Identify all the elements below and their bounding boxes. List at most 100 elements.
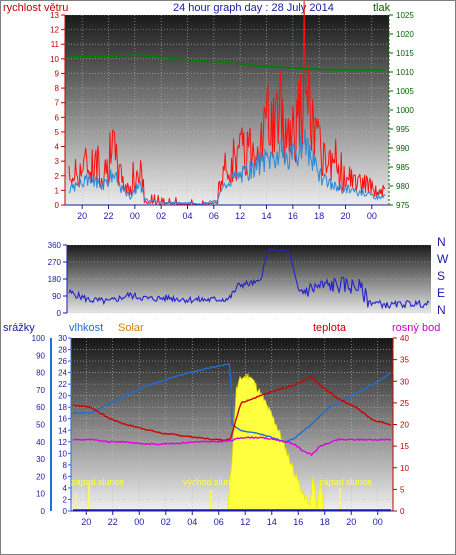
solar-axis-title: Solar: [118, 322, 144, 334]
x-tick-label: 04: [187, 517, 197, 527]
srazky-tick-label: 30: [36, 455, 45, 464]
teplota-tick-label: 5: [400, 485, 405, 494]
vlhkost-tick-label: 18: [58, 403, 67, 412]
wind-speed-tick-label: 1: [55, 186, 60, 195]
wind-speed-tick-label: 12: [50, 26, 59, 35]
rosny-bod-axis-title: rosný bod: [392, 322, 440, 334]
x-tick-label: 04: [182, 211, 192, 221]
x-tick-label: 12: [235, 211, 245, 221]
srazky-tick-label: 90: [36, 351, 45, 360]
sunset-annotation-1: západ slunce: [71, 477, 124, 487]
teplota-tick-label: 30: [400, 377, 409, 386]
x-tick-label: 06: [209, 211, 219, 221]
vlhkost-tick-label: 0: [63, 507, 68, 516]
pressure-tick-label: 1005: [396, 87, 414, 96]
vlhkost-tick-label: 22: [58, 380, 67, 389]
sunset-annotation-2: západ slunce: [319, 477, 372, 487]
panel2-series: [68, 248, 430, 310]
x-tick-label: 22: [103, 211, 113, 221]
x-tick-label: 18: [314, 211, 324, 221]
wind-speed-line: [68, 128, 386, 205]
wind-speed-tick-label: 4: [55, 143, 60, 152]
pressure-tick-label: 1015: [396, 49, 414, 58]
x-tick-label: 20: [346, 517, 356, 527]
wind-speed-tick-label: 10: [50, 55, 59, 64]
wind-direction-line: [68, 248, 430, 310]
vlhkost-tick-label: 24: [58, 369, 67, 378]
x-tick-label: 20: [340, 211, 350, 221]
vlhkost-tick-label: 12: [58, 438, 67, 447]
compass-label: N: [437, 235, 446, 249]
x-tick-label: 20: [77, 211, 87, 221]
teplota-tick-label: 15: [400, 442, 409, 451]
srazky-tick-label: 10: [36, 490, 45, 499]
vlhkost-tick-label: 6: [63, 472, 68, 481]
wind-speed-tick-label: 3: [55, 157, 60, 166]
srazky-tick-label: 80: [36, 369, 45, 378]
srazky-tick-label: 60: [36, 403, 45, 412]
pressure-line: [69, 54, 385, 71]
wind-speed-tick-label: 5: [55, 128, 60, 137]
x-tick-label: 16: [288, 211, 298, 221]
vlhkost-tick-label: 14: [58, 426, 67, 435]
vlhkost-tick-label: 8: [63, 461, 68, 470]
srazky-axis-title: srážky: [3, 322, 35, 334]
vlhkost-tick-label: 16: [58, 415, 67, 424]
pressure-tick-label: 975: [396, 201, 410, 210]
wind-speed-tick-label: 9: [55, 69, 60, 78]
x-tick-label: 14: [261, 211, 271, 221]
compass-label: W: [437, 252, 449, 266]
pressure-tick-label: 1010: [396, 68, 414, 77]
srazky-tick-label: 100: [32, 334, 46, 343]
teplota-tick-label: 25: [400, 399, 409, 408]
vlhkost-line: [72, 363, 392, 443]
x-tick-label: 16: [293, 517, 303, 527]
x-tick-label: 12: [240, 517, 250, 527]
teplota-tick-label: 20: [400, 421, 409, 430]
teplota-line: [72, 376, 392, 442]
vlhkost-tick-label: 28: [58, 346, 67, 355]
x-tick-label: 00: [134, 517, 144, 527]
vlhkost-tick-label: 4: [63, 484, 68, 493]
wind-speed-tick-label: 7: [55, 99, 60, 108]
direction-degree-tick-label: 90: [52, 292, 61, 301]
rosny-bod-line: [72, 435, 392, 457]
sunrise-annotation: východ slunce: [183, 477, 240, 487]
teplota-tick-label: 0: [400, 507, 405, 516]
pressure-tick-label: 1000: [396, 106, 414, 115]
direction-degree-tick-label: 270: [48, 258, 62, 267]
panel2-axes: 0 N 90 W 180 S 270 E 360 N: [48, 235, 449, 318]
compass-label: E: [437, 286, 445, 300]
x-tick-label: 22: [108, 517, 118, 527]
panel2-grid: [67, 244, 431, 314]
teplota-tick-label: 35: [400, 356, 409, 365]
pressure-tick-label: 980: [396, 182, 410, 191]
srazky-tick-label: 50: [36, 421, 45, 430]
wind-gust-line: [68, 1, 386, 206]
panel1-axes: 0123456789101112139759809859909951000100…: [50, 11, 414, 221]
x-tick-label: 02: [161, 517, 171, 527]
vlhkost-tick-label: 26: [58, 357, 67, 366]
wind-speed-tick-label: 6: [55, 113, 60, 122]
x-tick-label: 06: [214, 517, 224, 527]
vlhkost-axis-title: vlhkost: [69, 322, 103, 334]
x-tick-label: 02: [156, 211, 166, 221]
teplota-tick-label: 10: [400, 464, 409, 473]
compass-label: S: [437, 269, 445, 283]
wind-speed-tick-label: 8: [55, 84, 60, 93]
direction-degree-tick-label: 0: [57, 309, 62, 318]
x-tick-label: 00: [130, 211, 140, 221]
chart-title: 24 hour graph day : 28 July 2014: [173, 2, 334, 14]
pressure-tick-label: 995: [396, 125, 410, 134]
srazky-tick-label: 70: [36, 386, 45, 395]
wind-speed-tick-label: 13: [50, 11, 59, 20]
x-tick-label: 18: [320, 517, 330, 527]
wind-speed-axis-title: rychlost větru: [3, 2, 68, 14]
pressure-tick-label: 990: [396, 144, 410, 153]
pressure-tick-label: 985: [396, 163, 410, 172]
pressure-axis-title: tlak: [373, 2, 391, 14]
srazky-tick-label: 40: [36, 438, 45, 447]
direction-degree-tick-label: 180: [48, 275, 62, 284]
